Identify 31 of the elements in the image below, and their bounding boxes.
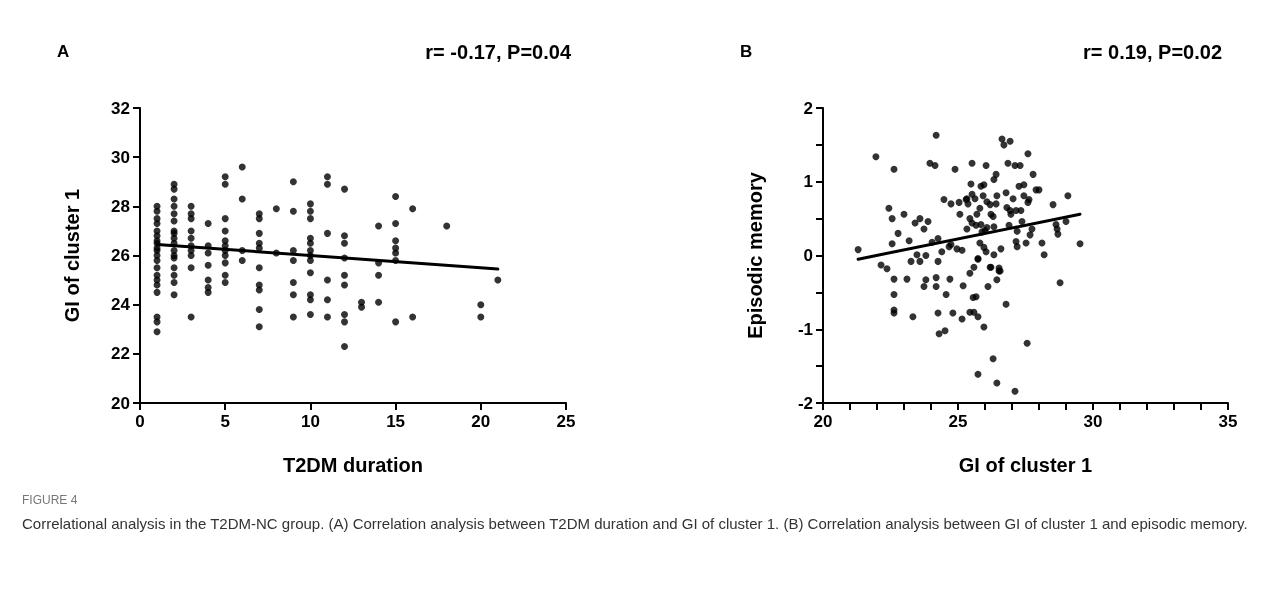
- x-axis-title: GI of cluster 1: [958, 454, 1093, 476]
- y-tick-label: 20: [111, 393, 130, 413]
- y-tick-label: -1: [797, 319, 813, 339]
- x-tick-label: 20: [471, 412, 491, 431]
- y-tick-label: 2: [803, 98, 813, 118]
- text: r= -0.17, P=0.04: [425, 41, 572, 63]
- x-tick-label: 5: [220, 412, 230, 431]
- y-tick-label: 26: [111, 246, 130, 265]
- y-axis-title: Episodic memory: [744, 171, 766, 339]
- text: Correlational analysis in the T2DM-NC group. (A) Correlation analysis between T2DM duration and GI of cluster 1. (B) Correlation analysis between GI of cluster 1 and episodic memory.: [22, 514, 1249, 534]
- caption: FIGURE 4: [22, 492, 79, 509]
- chart-title: B: [740, 42, 753, 61]
- x-tick-label: 15: [386, 412, 406, 431]
- text: r= 0.19, P=0.02: [1083, 41, 1223, 63]
- x-tick-label: 30: [1083, 412, 1103, 431]
- y-tick-label: 24: [111, 295, 131, 315]
- x-tick-label: 25: [948, 412, 968, 431]
- chart-title: A: [57, 42, 70, 61]
- y-tick-label: 22: [111, 344, 130, 364]
- y-tick-label: 1: [803, 172, 813, 192]
- x-axis-title: T2DM duration: [283, 454, 423, 476]
- y-tick-label: 0: [803, 246, 813, 265]
- y-axis-title: GI of cluster 1: [61, 188, 83, 323]
- y-tick-label: -2: [797, 393, 813, 413]
- x-tick-label: 25: [556, 412, 576, 431]
- x-tick-label: 35: [1218, 412, 1238, 431]
- y-tick-label: 30: [111, 147, 130, 167]
- y-tick-label: 28: [111, 196, 130, 216]
- x-tick-label: 10: [300, 412, 320, 431]
- y-tick-label: 32: [111, 98, 130, 118]
- x-tick-label: 0: [135, 412, 145, 431]
